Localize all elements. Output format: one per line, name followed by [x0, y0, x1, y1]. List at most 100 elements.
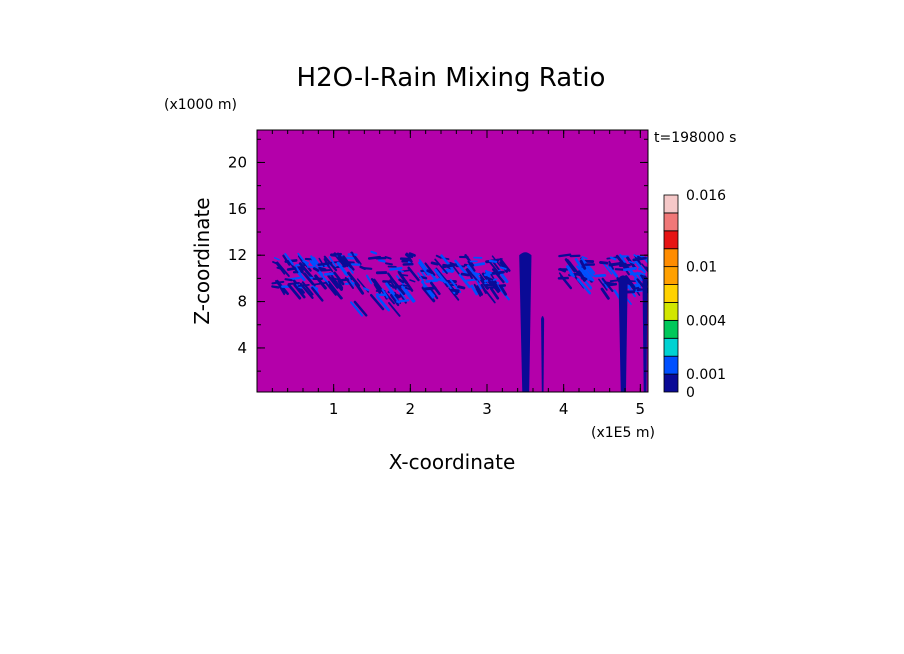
rain-streak [272, 261, 279, 265]
rain-streak [609, 256, 617, 261]
rain-streak [465, 268, 473, 280]
rain-region [271, 252, 347, 302]
rain-streak [472, 271, 480, 276]
rain-streak [287, 260, 299, 274]
rain-streak [309, 260, 324, 276]
x-tick-label: 1 [329, 400, 339, 418]
rain-streak [580, 257, 596, 275]
colorbar-swatch [663, 248, 679, 268]
rain-streak [336, 261, 349, 277]
rain-region [336, 250, 420, 317]
y-tick-label: 16 [228, 200, 247, 218]
x-tick-label: 4 [559, 400, 569, 418]
rain-streak [312, 256, 323, 270]
rain-streak [435, 254, 442, 259]
rain-streak [576, 265, 590, 281]
rain-streak [312, 267, 320, 272]
colorbar-swatch [663, 373, 679, 393]
colorbar-swatch [663, 355, 679, 375]
rain-streak [389, 266, 403, 271]
rain-streak [271, 285, 280, 289]
rain-streak [475, 285, 483, 296]
rain-streak [324, 281, 337, 296]
colorbar: 0 0.001 0.004 0.01 0.016 [663, 188, 726, 401]
rain-streak [303, 272, 316, 287]
rain-streak [576, 278, 592, 295]
rain-streak [294, 264, 302, 275]
colorbar-swatch [663, 212, 679, 232]
rain-streak [499, 261, 509, 273]
rain-streak [353, 300, 368, 317]
rain-streak [287, 283, 302, 300]
rain-streak [430, 281, 441, 296]
colorbar-swatch [663, 230, 679, 250]
rain-streak [400, 274, 409, 277]
rain-streak [564, 258, 575, 272]
rain-streak [636, 271, 643, 281]
rain-streak [385, 282, 395, 296]
rain-streak [608, 260, 615, 270]
rain-streak [405, 252, 413, 263]
colorbar-label: 0.01 [686, 260, 717, 276]
rain-streak [418, 261, 430, 276]
rain-streak [445, 268, 454, 273]
rain-streak [480, 283, 488, 294]
rain-streak [302, 259, 309, 265]
rain-streak [403, 288, 415, 303]
rain-streak [317, 262, 331, 266]
rain-streak [476, 280, 482, 290]
colorbar-label: 0 [686, 385, 695, 401]
rain-streak [397, 269, 411, 273]
rain-streak [409, 279, 416, 283]
rain-streak [377, 258, 386, 263]
rain-streak [310, 255, 317, 266]
rain-streak [582, 267, 595, 282]
rain-streak [318, 266, 327, 272]
rain-streak [370, 278, 382, 291]
rain-shaft [642, 275, 648, 392]
rain-streak [298, 262, 314, 279]
rain-streak [271, 280, 285, 285]
rain-streak [566, 265, 575, 277]
rain-streak [423, 286, 437, 291]
rain-streak [404, 286, 412, 291]
colorbar-label: 0.004 [686, 313, 726, 329]
rain-streak [485, 290, 496, 304]
x-axis: 1 2 3 4 5 [271, 130, 646, 418]
rain-streak [632, 256, 647, 262]
rain-shaft [618, 275, 628, 392]
rain-streak [429, 287, 439, 300]
rain-streak [287, 281, 300, 286]
rain-streak [486, 276, 494, 281]
rain-streak [417, 272, 425, 283]
rain-streak [633, 287, 642, 290]
y-tick-label: 8 [237, 293, 247, 311]
colorbar-swatch [663, 266, 679, 285]
rain-streak [346, 256, 356, 260]
rain-streak [598, 278, 608, 291]
rain-streak [344, 276, 355, 289]
rain-streak [337, 279, 344, 290]
rain-streak [301, 281, 314, 296]
rain-streak [430, 261, 439, 266]
rain-streak [594, 273, 607, 278]
rain-streak [276, 261, 290, 277]
rain-streak [390, 293, 400, 307]
rain-streak [467, 260, 476, 272]
rain-streak [466, 267, 480, 284]
rain-streak [637, 268, 646, 272]
rain-streak [394, 293, 402, 298]
time-label: t=198000 s [654, 130, 736, 146]
rain-streak [311, 286, 324, 302]
rain-streak [499, 266, 507, 270]
rain-streak [628, 260, 636, 265]
rain-streak [284, 278, 293, 282]
rain-streak [491, 255, 504, 270]
rain-streak [646, 289, 648, 294]
x-tick-label: 5 [636, 400, 646, 418]
rain-streak [369, 293, 385, 311]
x-unit-label: (x1E5 m) [591, 425, 655, 441]
x-axis-title: X-coordinate [389, 450, 516, 474]
rain-streak [297, 283, 310, 287]
